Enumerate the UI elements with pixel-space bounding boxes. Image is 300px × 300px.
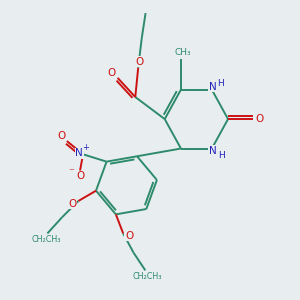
Text: O: O [135,57,143,67]
Text: CH₃: CH₃ [174,48,191,57]
Text: O: O [68,199,76,209]
Text: CH₂CH₃: CH₂CH₃ [132,272,161,281]
Text: H: H [217,79,224,88]
Text: O: O [255,114,264,124]
Text: +: + [82,143,89,152]
Text: CH₂CH₃: CH₂CH₃ [31,236,61,244]
Text: N: N [208,82,216,92]
Text: O: O [108,68,116,78]
Text: N: N [208,146,216,156]
Text: N: N [75,148,83,158]
Text: H: H [218,151,225,160]
Text: O: O [125,231,133,241]
Text: O: O [57,131,66,141]
Text: ⁻: ⁻ [68,167,74,177]
Text: O: O [76,171,85,182]
